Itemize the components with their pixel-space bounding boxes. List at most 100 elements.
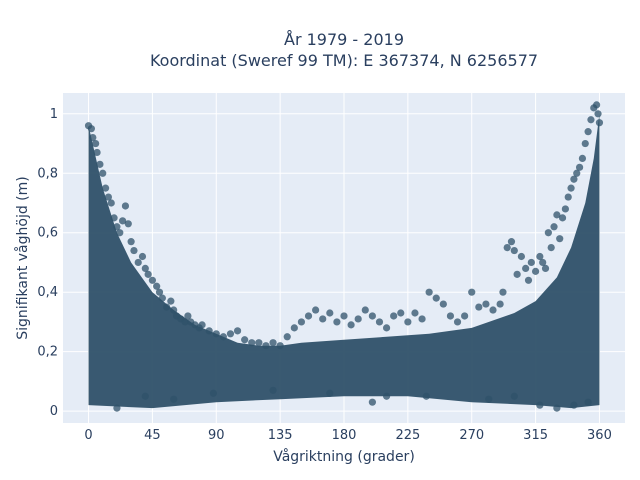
scatter-point xyxy=(116,229,124,237)
scatter-point xyxy=(170,306,178,314)
scatter-point xyxy=(269,386,277,394)
scatter-point xyxy=(482,300,490,308)
scatter-point xyxy=(594,110,602,118)
scatter-point xyxy=(375,318,384,326)
scatter-point xyxy=(297,318,306,326)
scatter-point xyxy=(453,318,462,326)
y-axis-label: Signifikant våghöjd (m) xyxy=(14,176,31,339)
scatter-point xyxy=(382,324,391,332)
scatter-point xyxy=(567,184,575,192)
scatter-point xyxy=(507,238,516,246)
scatter-point xyxy=(326,309,334,317)
scatter-point xyxy=(255,339,263,347)
scatter-point xyxy=(584,398,592,406)
y-tick-label: 1 xyxy=(50,107,58,122)
scatter-point xyxy=(326,389,334,397)
x-tick-labels: 0 45 90 135 180 225 270 315 360 xyxy=(84,428,611,443)
scatter-point xyxy=(304,312,313,320)
scatter-point xyxy=(93,148,101,157)
scatter-point xyxy=(553,404,561,412)
scatter-points xyxy=(84,101,604,412)
scatter-point xyxy=(212,330,220,338)
x-tick-label: 225 xyxy=(395,428,420,443)
scatter-point xyxy=(584,128,592,136)
scatter-point xyxy=(418,315,426,323)
scatter-point xyxy=(368,398,376,406)
scatter-point xyxy=(121,202,130,210)
scatter-point xyxy=(510,392,518,400)
x-tick-label: 90 xyxy=(208,428,225,443)
scatter-point xyxy=(368,312,376,320)
scatter-point xyxy=(219,333,227,341)
scatter-point xyxy=(496,300,504,308)
scatter-point xyxy=(527,258,535,267)
scatter-point xyxy=(558,214,567,222)
scatter-point xyxy=(167,297,175,305)
scatter-point xyxy=(209,389,218,397)
x-tick-label: 180 xyxy=(332,428,357,443)
scatter-point xyxy=(340,312,348,320)
scatter-point xyxy=(570,175,578,183)
scatter-point xyxy=(556,235,564,243)
scatter-point xyxy=(499,288,507,296)
scatter-point xyxy=(531,267,540,275)
scatter-point xyxy=(96,160,104,168)
scatter-point xyxy=(489,306,497,314)
scatter-point xyxy=(510,246,518,255)
scatter-point xyxy=(262,342,270,350)
x-tick-label: 270 xyxy=(459,428,484,443)
y-tick-label: 0,2 xyxy=(37,345,58,360)
scatter-point xyxy=(404,318,412,326)
scatter-point xyxy=(468,288,476,296)
scatter-point xyxy=(158,294,166,302)
x-tick-label: 360 xyxy=(587,428,612,443)
scatter-point xyxy=(138,252,147,261)
scatter-point xyxy=(170,395,178,403)
chart-title: År 1979 - 2019 xyxy=(284,30,404,49)
scatter-point xyxy=(99,169,107,177)
scatter-point xyxy=(397,309,405,317)
scatter-point xyxy=(87,125,95,133)
scatter-point xyxy=(92,139,100,148)
scatter-point xyxy=(547,243,555,252)
scatter-point xyxy=(575,163,584,171)
scatter-point xyxy=(485,395,493,403)
scatter-point xyxy=(141,264,149,273)
scatter-point xyxy=(539,258,547,267)
x-tick-label: 315 xyxy=(523,428,548,443)
scatter-point xyxy=(503,243,511,252)
scatter-point xyxy=(432,294,440,302)
y-tick-label: 0,8 xyxy=(37,166,58,181)
x-tick-label: 45 xyxy=(144,428,161,443)
scatter-point xyxy=(522,264,530,273)
scatter-point xyxy=(425,288,433,296)
scatter-point xyxy=(163,303,171,311)
scatter-point xyxy=(233,327,242,335)
scatter-point xyxy=(564,193,572,201)
scatter-point xyxy=(226,330,235,338)
scatter-point xyxy=(119,217,127,225)
scatter-point xyxy=(446,312,455,320)
scatter-point xyxy=(113,404,121,412)
scatter-point xyxy=(536,401,544,409)
scatter-point xyxy=(107,199,115,207)
scatter-point xyxy=(198,321,206,329)
scatter-point xyxy=(347,321,355,329)
scatter-point xyxy=(581,139,589,148)
scatter-point xyxy=(422,392,430,400)
x-tick-label: 0 xyxy=(84,428,92,443)
scatter-point xyxy=(155,288,164,296)
x-tick-label: 135 xyxy=(268,428,293,443)
scatter-point xyxy=(595,119,604,127)
scatter-point xyxy=(144,270,152,278)
scatter-point xyxy=(110,214,118,222)
scatter-point xyxy=(184,312,192,320)
scatter-point xyxy=(181,318,189,326)
scatter-point xyxy=(541,264,550,273)
scatter-point xyxy=(153,282,161,290)
scatter-point xyxy=(561,205,569,213)
scatter-point xyxy=(134,258,142,267)
scatter-point xyxy=(411,309,419,317)
scatter-point xyxy=(113,223,121,231)
